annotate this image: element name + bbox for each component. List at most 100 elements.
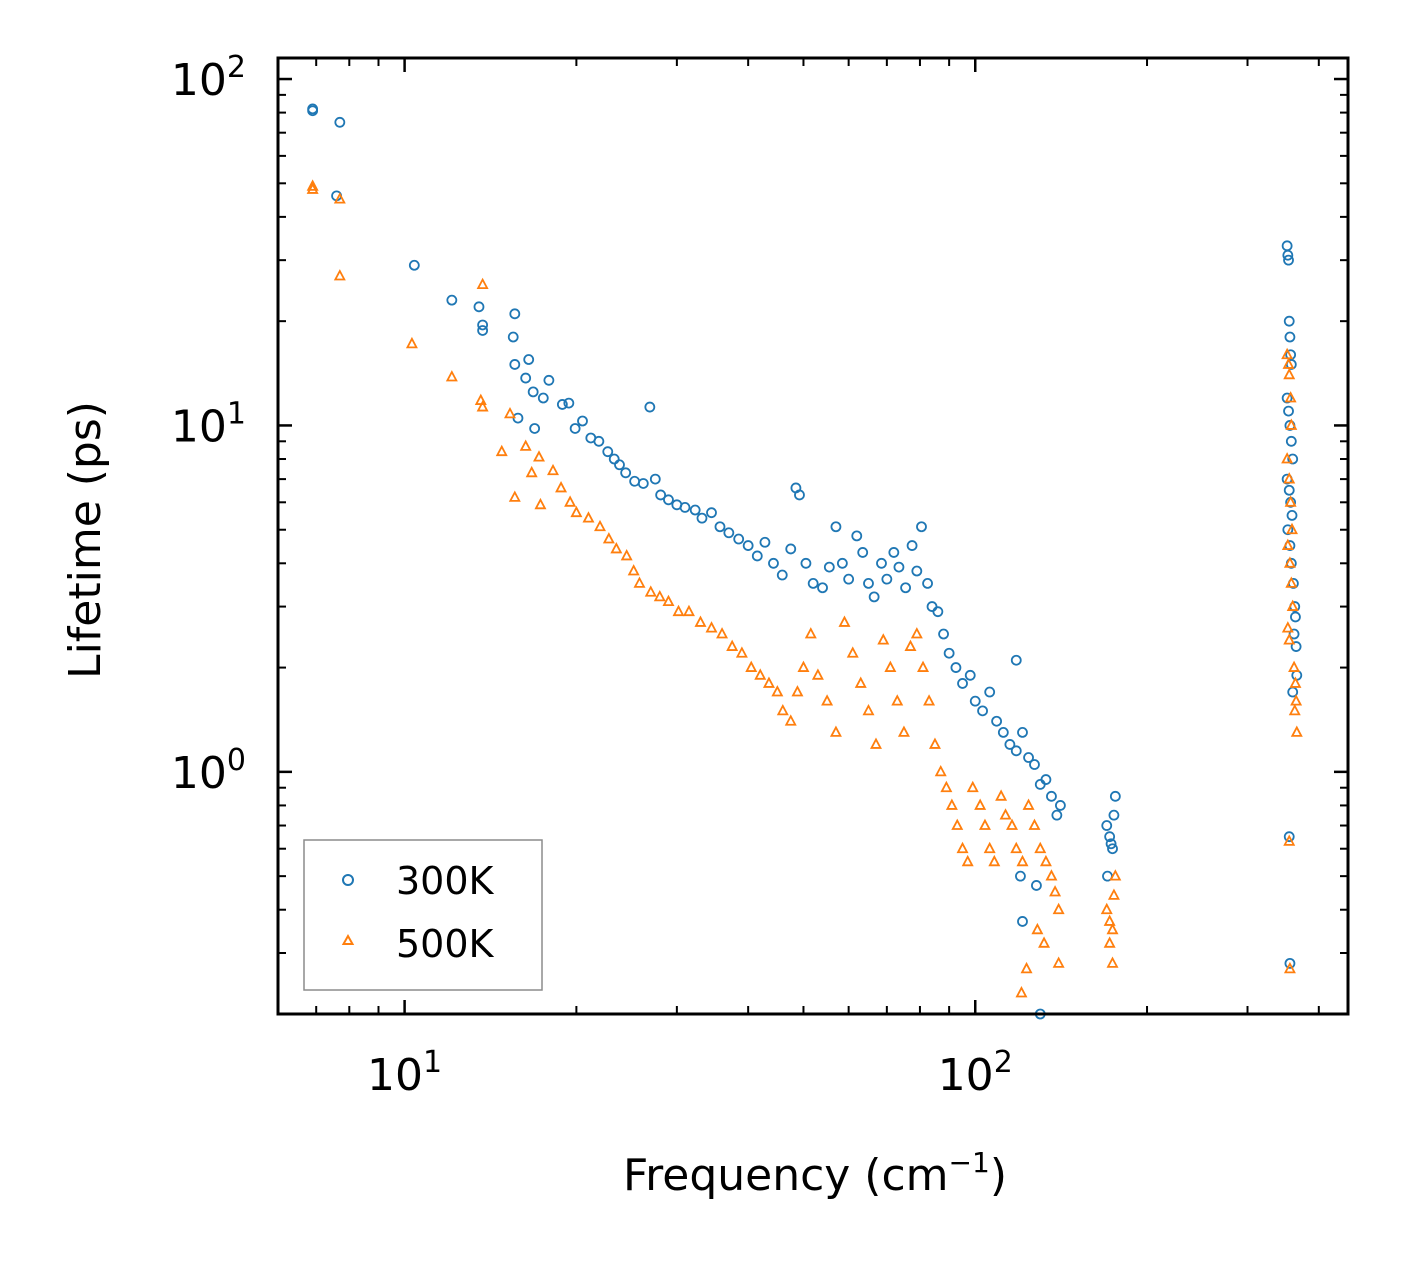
point-300K xyxy=(537,392,549,404)
point-500K xyxy=(1289,676,1302,688)
point-300K xyxy=(1281,392,1293,404)
point-300K xyxy=(733,533,745,545)
point-500K xyxy=(445,370,458,382)
point-500K xyxy=(1284,495,1297,507)
point-500K xyxy=(582,511,595,523)
point-300K xyxy=(637,478,649,489)
point-300K xyxy=(608,453,620,465)
point-300K xyxy=(1286,509,1298,521)
point-500K xyxy=(978,818,991,830)
point-500K xyxy=(1281,347,1294,360)
point-500K xyxy=(525,465,538,478)
x-axis-label: Frequency (cm−1) xyxy=(623,1146,1007,1201)
point-300K xyxy=(768,557,779,569)
point-300K xyxy=(800,557,812,569)
point-300K xyxy=(509,359,521,370)
point-500K xyxy=(610,542,623,554)
x-tick-label: 102 xyxy=(938,1045,1013,1101)
point-300K xyxy=(1051,809,1063,821)
point-500K xyxy=(1290,694,1303,706)
point-300K xyxy=(523,354,535,365)
point-500K xyxy=(961,854,974,867)
point-300K xyxy=(863,577,874,589)
point-500K xyxy=(1052,902,1065,915)
point-300K xyxy=(1285,435,1297,447)
point-300K xyxy=(830,521,842,533)
point-300K xyxy=(1029,759,1040,770)
point-500K xyxy=(1103,914,1116,926)
point-500K xyxy=(1285,576,1298,588)
point-300K xyxy=(759,536,771,548)
x-tick-label: 101 xyxy=(367,1045,442,1101)
point-500K xyxy=(1286,522,1299,535)
point-500K xyxy=(1286,599,1299,611)
point-500K xyxy=(771,685,784,697)
point-500K xyxy=(1281,538,1294,550)
point-500K xyxy=(940,780,953,793)
point-300K xyxy=(563,397,575,409)
point-500K xyxy=(1106,956,1119,968)
point-300K xyxy=(477,325,489,336)
point-300K xyxy=(997,726,1009,738)
point-500K xyxy=(620,549,633,561)
x-tick-exp: 2 xyxy=(994,1045,1013,1080)
point-300K xyxy=(857,547,869,558)
point-500K xyxy=(726,639,739,651)
point-500K xyxy=(333,269,346,281)
point-300K xyxy=(969,695,981,707)
point-300K xyxy=(1282,524,1294,536)
point-300K xyxy=(1283,405,1294,417)
point-300K xyxy=(334,116,346,128)
point-300K xyxy=(644,401,656,413)
point-500K xyxy=(1038,936,1051,948)
series-300K xyxy=(307,103,1303,1020)
point-500K xyxy=(1281,621,1294,633)
point-500K xyxy=(1282,357,1295,369)
y-tick-base: 10 xyxy=(171,401,227,452)
point-300K xyxy=(1107,843,1118,855)
point-500K xyxy=(838,615,851,627)
point-300K xyxy=(1101,820,1113,831)
point-300K xyxy=(1054,800,1066,811)
point-300K xyxy=(1282,249,1294,261)
point-500K xyxy=(405,336,418,349)
point-300K xyxy=(1290,641,1302,652)
point-500K xyxy=(627,564,640,576)
point-500K xyxy=(884,660,897,672)
point-300K xyxy=(543,374,555,386)
point-500K xyxy=(1045,869,1058,881)
point-500K xyxy=(917,660,930,672)
point-500K xyxy=(846,646,859,658)
point-500K xyxy=(1034,841,1047,854)
point-300K xyxy=(1040,774,1052,785)
point-500K xyxy=(1103,936,1116,948)
point-500K xyxy=(897,725,910,737)
point-300K xyxy=(1290,611,1301,623)
point-500K xyxy=(1028,818,1041,830)
point-300K xyxy=(679,501,691,513)
point-500K xyxy=(716,627,729,639)
point-300K xyxy=(950,662,962,673)
point-500K xyxy=(1290,725,1303,737)
point-500K xyxy=(995,789,1008,801)
legend-label-300K: 300K xyxy=(396,859,495,903)
point-500K xyxy=(1016,854,1029,867)
point-300K xyxy=(1046,790,1057,802)
x-tick-exp: 1 xyxy=(423,1045,442,1080)
point-300K xyxy=(649,473,661,485)
point-300K xyxy=(1283,484,1295,496)
point-500K xyxy=(923,694,936,706)
point-500K xyxy=(306,179,319,191)
point-500K xyxy=(602,532,615,544)
point-500K xyxy=(956,841,969,854)
point-500K xyxy=(1281,452,1294,464)
point-300K xyxy=(1105,838,1117,850)
point-500K xyxy=(476,400,489,412)
legend-marker-500K xyxy=(341,933,355,945)
y-tick-exp: 2 xyxy=(227,50,246,85)
point-500K xyxy=(1010,841,1023,854)
point-500K xyxy=(533,450,545,462)
point-500K xyxy=(333,192,346,204)
point-500K xyxy=(1285,418,1298,430)
